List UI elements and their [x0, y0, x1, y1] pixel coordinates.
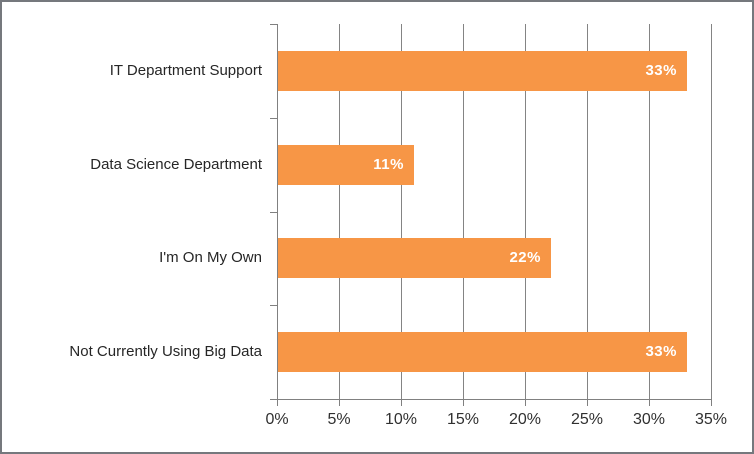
- x-tick-label: 25%: [570, 411, 604, 428]
- bar-value-label: 11%: [373, 156, 404, 173]
- gridline: [649, 24, 650, 399]
- plot-area: 33% 11% 22% 33%: [270, 24, 712, 406]
- x-tick-label: 35%: [694, 411, 728, 428]
- x-axis-tick: [339, 399, 340, 406]
- bar-3: 22%: [278, 238, 551, 278]
- x-tick-label: 10%: [384, 411, 418, 428]
- category-label: Data Science Department: [90, 156, 262, 173]
- x-axis-tick: [525, 399, 526, 406]
- y-axis-tick: [270, 212, 277, 213]
- y-axis-tick: [270, 24, 277, 25]
- bar-value-label: 33%: [645, 62, 677, 79]
- gridline: [339, 24, 340, 399]
- y-axis-tick: [270, 118, 277, 119]
- category-label: I'm On My Own: [159, 249, 262, 266]
- x-tick-label: 0%: [265, 411, 289, 428]
- x-tick-label: 20%: [508, 411, 542, 428]
- category-label: IT Department Support: [109, 62, 262, 79]
- bar-value-label: 22%: [509, 249, 541, 266]
- x-axis-tick: [401, 399, 402, 406]
- gridline: [401, 24, 402, 399]
- y-axis-line: [277, 24, 278, 399]
- bar-1: 33%: [278, 51, 687, 91]
- y-axis-tick: [270, 399, 277, 400]
- category-label: Not Currently Using Big Data: [69, 343, 262, 360]
- x-tick-label: 15%: [446, 411, 480, 428]
- x-axis-tick: [463, 399, 464, 406]
- x-axis-tick: [277, 399, 278, 406]
- y-axis-tick: [270, 305, 277, 306]
- gridline: [711, 24, 712, 399]
- x-axis-tick: [587, 399, 588, 406]
- bar-value-label: 33%: [645, 343, 677, 360]
- x-axis-tick: [649, 399, 650, 406]
- gridline: [525, 24, 526, 399]
- bar-2: 11%: [278, 145, 414, 185]
- x-tick-label: 30%: [632, 411, 666, 428]
- gridline: [463, 24, 464, 399]
- x-axis-line: [277, 399, 711, 400]
- bar-4: 33%: [278, 332, 687, 372]
- x-tick-label: 5%: [327, 411, 351, 428]
- x-axis-tick: [711, 399, 712, 406]
- gridline: [587, 24, 588, 399]
